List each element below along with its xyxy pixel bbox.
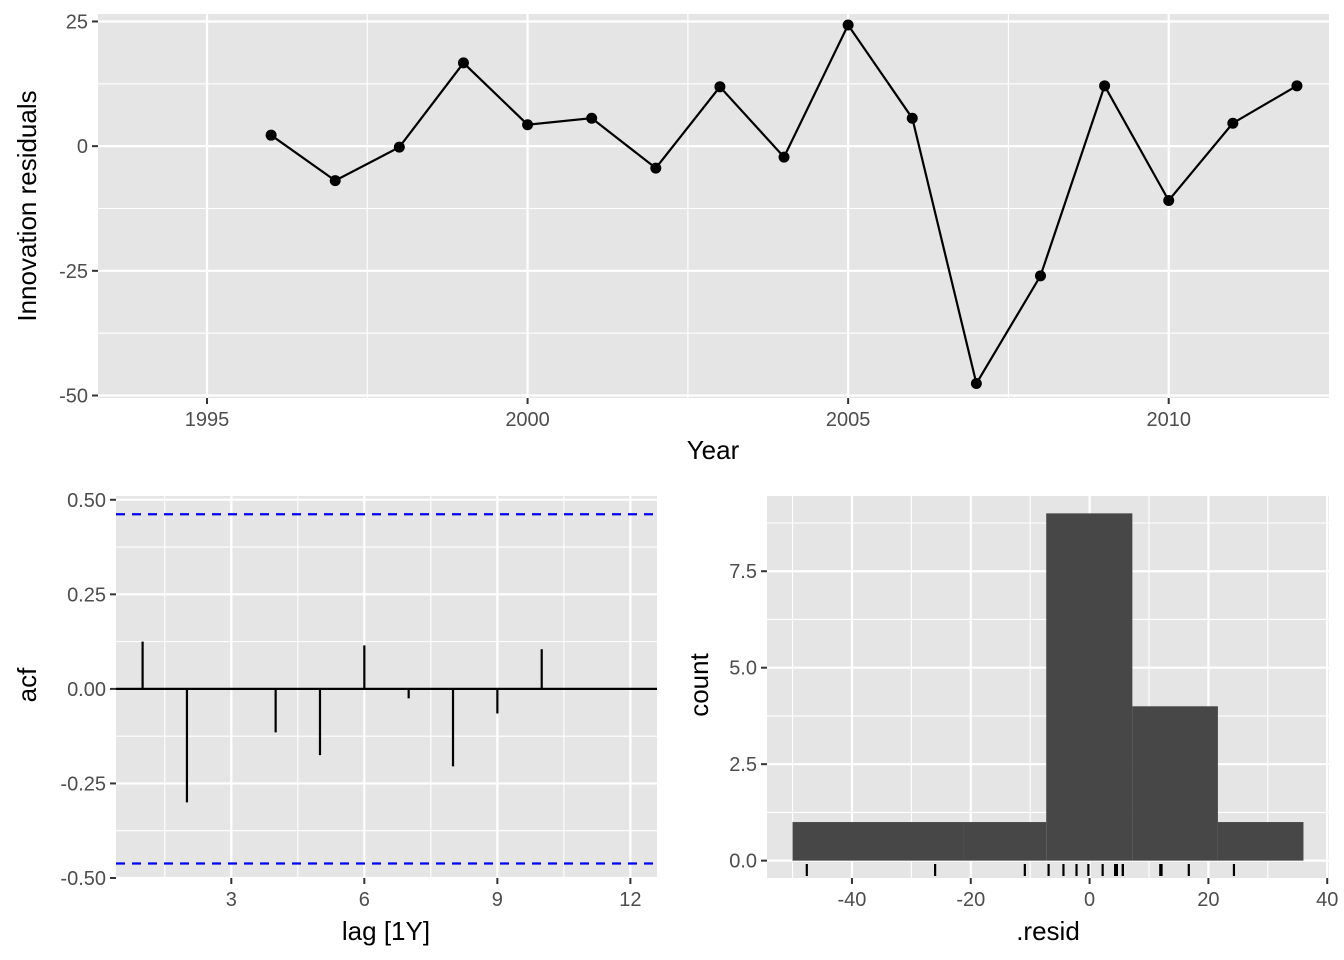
residuals-series xyxy=(265,19,1303,390)
residual-point xyxy=(1227,117,1239,129)
residuals-minor-grid xyxy=(98,14,1329,398)
histogram-bar xyxy=(1046,513,1133,861)
residual-point xyxy=(586,112,598,124)
acf-x-tick-label: 12 xyxy=(619,889,641,911)
histogram-x-tick-label: 20 xyxy=(1197,889,1219,911)
residuals-x-tick-label: 2005 xyxy=(826,409,871,431)
residuals-x-tick-label: 2010 xyxy=(1146,409,1191,431)
histogram-x-tick-label: -20 xyxy=(956,889,985,911)
histogram-bar xyxy=(963,822,1047,861)
residual-point xyxy=(906,112,918,124)
histogram-y-tick-label: 2.5 xyxy=(729,754,757,776)
residuals-y-tick-label: -25 xyxy=(59,261,88,283)
residual-point xyxy=(842,19,854,31)
histogram-x-tick-label: -40 xyxy=(838,889,867,911)
residual-point xyxy=(970,378,982,390)
histogram-y-tick-label: 5.0 xyxy=(729,658,757,680)
histogram-bar xyxy=(1132,706,1218,861)
residual-point xyxy=(329,175,341,187)
acf-plot-background xyxy=(116,496,657,878)
residual-point xyxy=(522,119,534,131)
residuals-time-plot: 1995 2000 2005 2010 -50 -25 0 25 Year Innovatio… xyxy=(12,11,1329,465)
acf-y-axis-title: acf xyxy=(12,667,42,702)
acf-y-tick-label: -0.25 xyxy=(60,773,106,795)
residuals-x-tick-label: 1995 xyxy=(185,409,230,431)
acf-minor-grid xyxy=(116,496,657,878)
histogram-x-axis-title: .resid xyxy=(1016,916,1080,946)
acf-y-tick-label: 0.25 xyxy=(67,584,106,606)
histogram-bar xyxy=(1217,822,1304,861)
residual-point xyxy=(393,141,405,153)
residuals-histogram: -40 -20 0 20 40 0.0 2.5 5.0 7.5 .resid count xyxy=(684,496,1338,946)
histogram-x-tick-label: 0 xyxy=(1084,889,1095,911)
residual-point xyxy=(1034,270,1046,282)
residuals-y-tick-label: 25 xyxy=(66,11,88,33)
residual-point xyxy=(1291,80,1303,92)
histogram-series xyxy=(792,513,1304,876)
acf-y-tick-label: -0.50 xyxy=(60,868,106,890)
acf-x-tick-label: 6 xyxy=(359,889,370,911)
acf-series xyxy=(116,513,657,865)
histogram-y-axis-title: count xyxy=(684,652,714,716)
residual-point xyxy=(265,129,277,141)
residual-point xyxy=(650,162,662,174)
acf-y-tick-label: 0.00 xyxy=(67,679,106,701)
acf-plot: 3 6 9 12 -0.50 -0.25 0.00 0.25 0.50 lag [1Y] acf xyxy=(12,490,657,946)
histogram-axis-ticks: -40 -20 0 20 40 0.0 2.5 5.0 7.5 xyxy=(729,561,1338,911)
residual-point xyxy=(1099,80,1111,92)
histogram-y-tick-label: 7.5 xyxy=(729,561,757,583)
acf-x-axis-title: lag [1Y] xyxy=(342,916,430,946)
acf-x-tick-label: 9 xyxy=(492,889,503,911)
residuals-axis-ticks: 1995 2000 2005 2010 -50 -25 0 25 xyxy=(59,11,1191,431)
residual-point xyxy=(778,151,790,163)
residuals-x-tick-label: 2000 xyxy=(505,409,550,431)
residual-point xyxy=(714,81,726,93)
residuals-y-tick-label: -50 xyxy=(59,386,88,408)
residuals-y-axis-title: Innovation residuals xyxy=(12,90,42,321)
residuals-x-axis-title: Year xyxy=(687,435,740,465)
histogram-x-tick-label: 40 xyxy=(1316,889,1338,911)
acf-x-tick-label: 3 xyxy=(226,889,237,911)
residuals-plot-background xyxy=(98,14,1329,398)
residuals-y-tick-label: 0 xyxy=(77,136,88,158)
residual-point xyxy=(457,57,469,69)
residuals-major-grid xyxy=(98,14,1329,398)
histogram-y-tick-label: 0.0 xyxy=(729,851,757,873)
residual-point xyxy=(1163,195,1175,207)
acf-axis-ticks: 3 6 9 12 -0.50 -0.25 0.00 0.25 0.50 xyxy=(60,490,641,911)
acf-y-tick-label: 0.50 xyxy=(67,490,106,512)
histogram-bar xyxy=(792,822,964,861)
